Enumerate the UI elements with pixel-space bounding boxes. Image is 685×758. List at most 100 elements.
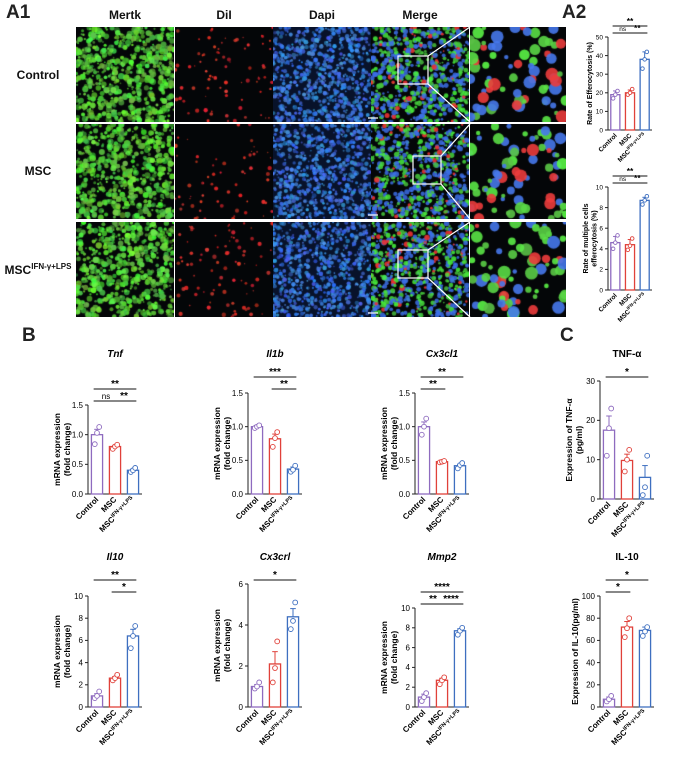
y-axis-label: mRNA expression	[212, 609, 222, 682]
micrograph-control-zoom	[470, 27, 566, 122]
y-tick-label: 8	[79, 614, 84, 623]
data-point	[274, 429, 281, 435]
y-axis-label: (pg/ml)	[574, 426, 584, 454]
significance-label: **	[280, 379, 288, 390]
y-axis-label: (fold change)	[222, 619, 232, 673]
significance-label: *	[122, 582, 126, 593]
category-label: Control	[597, 292, 618, 313]
panel-label-a1: A1	[6, 2, 31, 23]
data-point	[610, 246, 616, 252]
data-point	[639, 492, 646, 498]
y-tick-label: 0.0	[72, 490, 84, 499]
y-axis-label: efferocytosis (%)	[592, 210, 599, 266]
y-tick-label: 4	[239, 621, 244, 630]
chart-title: Tnf	[107, 349, 124, 360]
data-point	[615, 88, 620, 94]
data-point	[644, 452, 651, 459]
category-label: Control	[234, 495, 260, 521]
y-tick-label: 10	[596, 109, 604, 116]
chart-tnf-protein: TNF-α 0 10 20 30 Expression of TNF-α (pg/ml) Co…	[564, 349, 654, 539]
data-point	[132, 623, 139, 629]
data-point	[642, 628, 648, 635]
data-point	[624, 625, 630, 632]
data-point	[615, 233, 620, 238]
significance-label: *	[273, 570, 277, 581]
bar	[620, 459, 634, 500]
y-axis-label: Rate of Efferocytosis (%)	[587, 42, 594, 125]
y-axis-label: mRNA expression	[52, 615, 62, 688]
y-tick-label: 0.5	[72, 460, 84, 469]
significance-label: *	[625, 570, 629, 581]
y-axis-label: mRNA expression	[212, 407, 222, 480]
data-point	[624, 456, 630, 463]
column-header-merge: Merge	[402, 8, 438, 22]
y-tick-label: 6	[79, 636, 84, 645]
data-point	[94, 693, 100, 699]
data-point	[621, 468, 628, 475]
data-point	[608, 405, 615, 412]
y-tick-label: 40	[586, 658, 595, 667]
y-tick-label: 0.0	[399, 490, 411, 499]
y-tick-label: 80	[586, 614, 595, 623]
panel-label-a2: A2	[562, 2, 587, 23]
data-point	[644, 194, 650, 199]
data-point	[606, 425, 612, 432]
significance-label: **	[111, 570, 119, 581]
data-point	[96, 424, 103, 430]
column-header-mertk: Mertk	[108, 8, 141, 22]
y-tick-label: 10	[586, 455, 595, 464]
significance-label: ns	[102, 392, 110, 401]
y-tick-label: 0	[599, 287, 603, 294]
category-label: Control	[74, 708, 100, 734]
micrograph-mscifn-dapi	[273, 222, 371, 317]
data-point	[94, 430, 100, 436]
bar	[435, 461, 449, 495]
y-tick-label: 30	[586, 377, 595, 386]
data-point	[290, 618, 296, 624]
micrograph-msc-mertk	[76, 124, 174, 219]
y-tick-label: 0	[599, 127, 603, 134]
chart-cx3cl1-mrna: Cx3cl1 0.0 0.5 1.0 1.5 mRNA expression (fold c…	[379, 349, 469, 534]
data-point	[627, 243, 633, 248]
data-point	[642, 198, 647, 203]
bar	[268, 663, 282, 708]
row-header-msc-ifn: MSCIFN-γ+LPS	[0, 262, 76, 277]
micrograph-mscifn-merge	[371, 222, 469, 317]
column-header-dil: DiI	[216, 8, 232, 22]
y-tick-label: 0.0	[232, 490, 244, 499]
y-axis-label: (fold change)	[389, 417, 399, 471]
micrograph-mscifn-dil	[175, 222, 273, 317]
chart-tnf-mrna: Tnf 0.0 0.5 1.0 1.5 mRNA expression (fold chan…	[52, 349, 142, 534]
data-point	[256, 422, 263, 429]
y-tick-label: 30	[596, 71, 604, 78]
chart-multiple-cells-efferocytosis: 0 2 4 6 8 10 Rate of multiple cells efferocytos…	[583, 166, 652, 324]
y-axis-label: (fold change)	[62, 423, 72, 477]
chart-title: Cx3crl	[260, 552, 291, 563]
y-tick-label: 2	[239, 662, 244, 671]
significance-label: ns	[619, 26, 627, 33]
y-tick-label: 1.5	[72, 401, 84, 410]
chart-mmp2-mrna: Mmp2 0 2 4 6 8 10 mRNA expression (fold change) C…	[379, 552, 469, 747]
data-point	[629, 236, 635, 241]
y-tick-label: 100	[582, 592, 596, 601]
data-point	[132, 465, 139, 471]
significance-label: ****	[434, 582, 450, 593]
data-point	[130, 633, 136, 639]
category-label: Control	[74, 495, 100, 521]
micrograph-control-mertk	[76, 27, 174, 122]
y-tick-label: 6	[599, 225, 603, 232]
y-axis-label: Expression of TNF-α	[564, 398, 574, 482]
data-point	[640, 66, 645, 71]
y-axis-label: Rate of multiple cells	[583, 203, 590, 273]
data-point	[629, 86, 635, 92]
zoom-connector	[440, 183, 471, 220]
data-point	[418, 431, 425, 438]
y-tick-label: 10	[596, 184, 604, 191]
data-point	[639, 633, 646, 639]
chart-cx3crl-mrna: Cx3crl 0 2 4 6 mRNA expression (fold change) Co…	[212, 552, 302, 747]
column-header-dapi: Dapi	[308, 8, 335, 22]
zoom-connector	[427, 221, 471, 251]
y-tick-label: 6	[406, 643, 411, 652]
micrograph-msc-dapi	[273, 124, 371, 219]
